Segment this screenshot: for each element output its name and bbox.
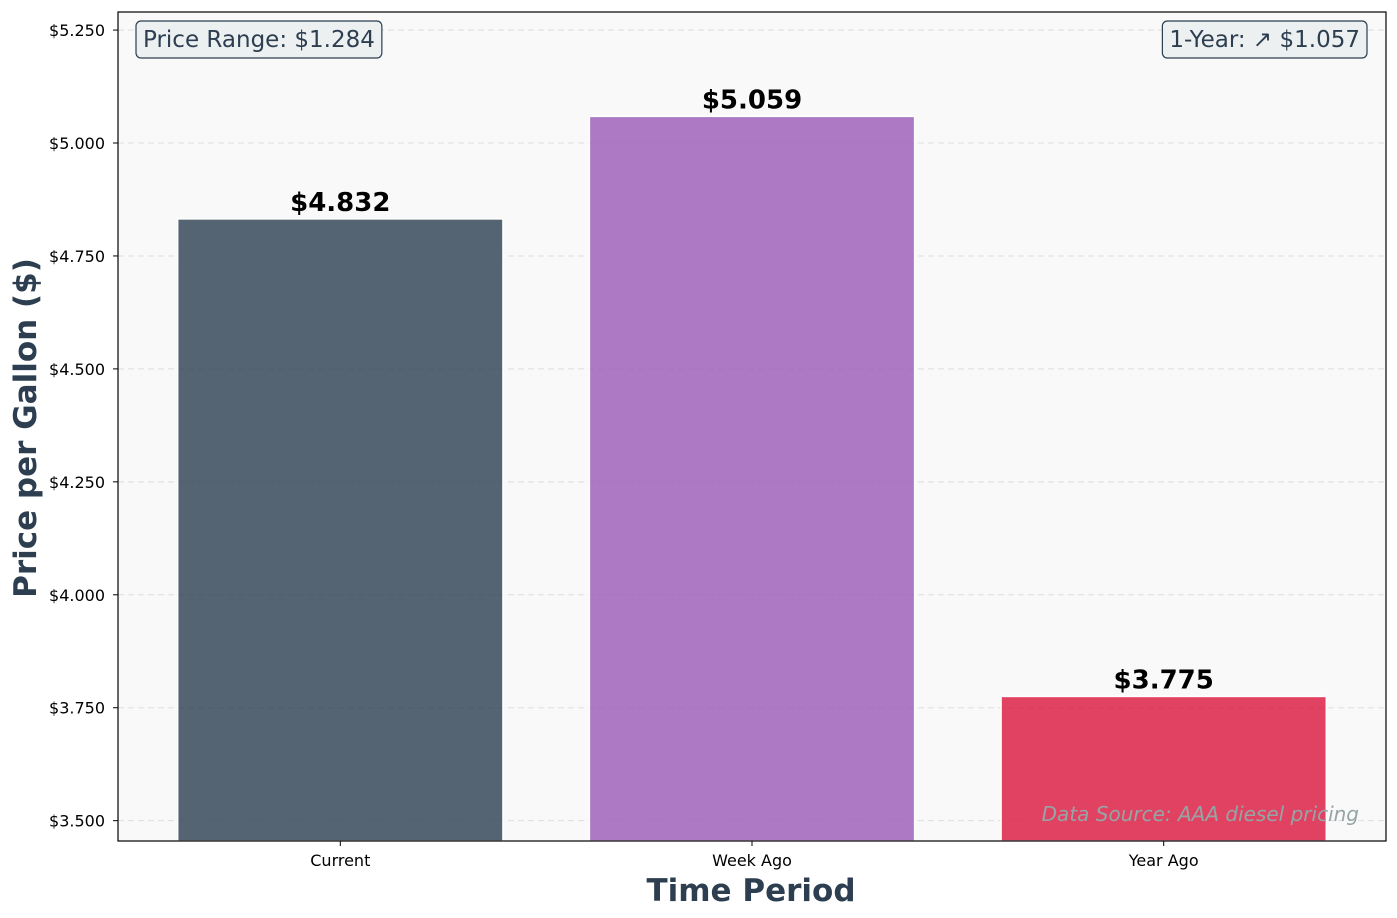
bar-year-ago	[1000, 695, 1328, 842]
bars	[176, 115, 1328, 842]
x-tick-label: Current	[310, 851, 370, 870]
x-axis-ticks: Current Week Ago Year Ago	[310, 841, 1199, 870]
price-range-label: Price Range: $1.284	[143, 27, 375, 53]
y-tick-label: $5.250	[49, 21, 105, 40]
y-tick-label: $4.750	[49, 247, 105, 266]
y-tick-label: $4.500	[49, 360, 105, 379]
y-axis-ticks: $3.500 $3.750 $4.000 $4.250 $4.500 $4.750 $5.0…	[49, 21, 118, 831]
y-tick-label: $3.500	[49, 812, 105, 831]
x-axis-title: Time Period	[646, 873, 855, 909]
price-range-box-frame	[135, 20, 383, 59]
x-tick-label: Year Ago	[1128, 851, 1199, 870]
bar-value-label: $5.059	[702, 85, 802, 115]
bar-value-label: $3.775	[1114, 665, 1214, 695]
bar-value-label: $4.832	[290, 188, 390, 218]
one-year-change-label: 1-Year: ↗ $1.057	[1169, 27, 1360, 53]
y-tick-label: $5.000	[49, 134, 105, 153]
y-tick-label: $3.750	[49, 699, 105, 718]
x-tick-label: Week Ago	[712, 851, 792, 870]
bar-week-ago	[588, 115, 916, 842]
data-source-note: Data Source: AAA diesel pricing	[1042, 802, 1359, 826]
bar-current	[176, 218, 504, 842]
y-axis-title: Price per Gallon ($)	[8, 258, 44, 598]
y-tick-label: $4.000	[49, 586, 105, 605]
y-tick-label: $4.250	[49, 473, 105, 492]
value-labels: $4.832 $5.059 $3.775	[290, 85, 1214, 695]
price-range-box: Price Range: $1.284	[135, 20, 383, 59]
one-year-box-frame	[1161, 20, 1368, 59]
one-year-change-box: 1-Year: ↗ $1.057	[1161, 20, 1368, 59]
